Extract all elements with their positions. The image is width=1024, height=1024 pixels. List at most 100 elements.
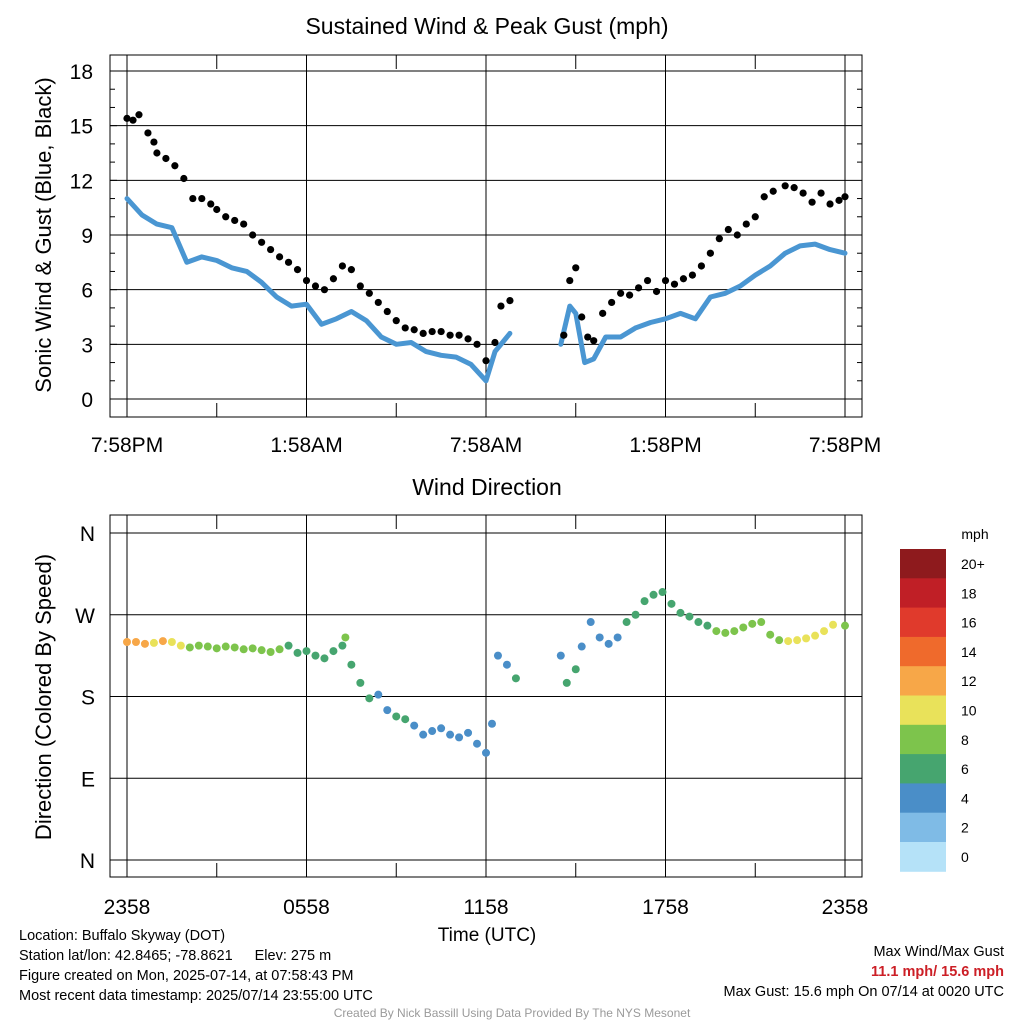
direction-point [820, 627, 829, 636]
gust-point [482, 357, 490, 365]
direction-point [293, 648, 302, 657]
colorbar-label: 12 [961, 673, 977, 689]
direction-point [428, 727, 437, 736]
gust-point [715, 235, 723, 243]
gust-point [506, 297, 514, 305]
footer-elev: Elev: 275 m [254, 948, 332, 964]
gust-point [365, 289, 373, 297]
direction-point [383, 706, 392, 715]
direction-point [149, 638, 158, 647]
colorbar-label: 4 [961, 790, 969, 806]
direction-point [757, 618, 766, 627]
gust-point [670, 280, 679, 288]
direction-point [140, 639, 149, 648]
direction-point [410, 721, 419, 730]
direction-point [595, 633, 604, 642]
gust-point [643, 276, 652, 285]
direction-point [284, 641, 293, 650]
gust-point [302, 276, 311, 285]
gust-point [617, 289, 625, 297]
gust-point [123, 114, 131, 122]
gust-point [356, 282, 364, 290]
footer-max-gust: Max Gust: 15.6 mph On 07/14 at 0020 UTC [723, 984, 1004, 1000]
footer-max-label: Max Wind/Max Gust [873, 944, 1004, 960]
gust-point [347, 266, 355, 274]
gust-point [817, 189, 825, 197]
direction-point [275, 645, 284, 654]
colorbar-swatch [900, 549, 946, 579]
gust-point [144, 129, 152, 137]
bottom-y-tick-label: E [81, 768, 95, 791]
bottom-y-tick-label: N [80, 523, 95, 546]
direction-point [176, 641, 185, 650]
direction-point [562, 678, 571, 687]
direction-point [203, 642, 212, 651]
direction-point [829, 620, 838, 629]
gust-point [679, 275, 688, 283]
gust-point [742, 220, 750, 228]
direction-point [239, 645, 248, 654]
bottom-x-tick-label: 1758 [642, 896, 689, 919]
top-chart-title: Sustained Wind & Peak Gust (mph) [305, 13, 668, 39]
gust-point [189, 194, 197, 203]
direction-point [266, 647, 275, 656]
colorbar-swatch [900, 812, 946, 843]
direction-point [766, 630, 775, 639]
direction-point [167, 638, 176, 646]
gust-point [437, 327, 445, 336]
direction-point [658, 588, 667, 597]
top-x-tick-label: 7:58PM [91, 434, 163, 457]
direction-point [392, 712, 401, 721]
direction-point [248, 644, 257, 653]
gust-point [572, 264, 580, 272]
colorbar-label: 16 [961, 615, 977, 631]
direction-point [437, 724, 446, 733]
gust-point [428, 327, 436, 336]
colorbar-swatch [900, 724, 946, 755]
top-y-tick-label: 9 [81, 225, 93, 248]
gust-point [724, 225, 732, 234]
direction-point [586, 618, 595, 627]
top-y-tick-label: 3 [81, 334, 93, 357]
colorbar-label: 18 [961, 585, 977, 601]
direction-point [667, 599, 676, 608]
gust-point [808, 198, 816, 206]
gust-point [213, 205, 221, 214]
direction-point [131, 638, 140, 646]
bottom-x-tick-label: 0558 [283, 896, 330, 919]
gust-point [733, 231, 741, 239]
colorbar-swatch [900, 666, 946, 696]
direction-point [703, 621, 712, 630]
bottom-chart-ylabel: Direction (Colored By Speed) [31, 554, 56, 840]
gust-point [446, 331, 454, 339]
gust-point [634, 284, 643, 292]
gust-point [198, 194, 206, 203]
gust-point [599, 309, 607, 317]
gust-point [497, 302, 505, 310]
colorbar-label: 0 [961, 849, 969, 865]
top-x-tick-label: 1:58PM [629, 434, 701, 457]
gust-point [129, 116, 137, 124]
gust-point [410, 326, 418, 334]
bottom-y-tick-label: N [80, 850, 95, 873]
top-y-tick-label: 0 [81, 389, 93, 412]
top-x-tick-label: 7:58AM [450, 434, 522, 457]
gust-point [374, 298, 382, 307]
gust-point [464, 335, 472, 343]
direction-point [257, 646, 266, 655]
direction-point [712, 627, 721, 636]
gust-point [652, 287, 661, 296]
gust-point [769, 187, 777, 195]
direction-point [622, 618, 631, 627]
sustained-wind-line [558, 241, 848, 366]
direction-point [320, 654, 329, 663]
top-x-tick-label: 7:58PM [809, 434, 881, 457]
gust-point [584, 333, 592, 341]
footer-credit: Created By Nick Bassill Using Data Provi… [333, 1006, 691, 1020]
colorbar-label: 2 [961, 820, 969, 836]
gust-point [473, 340, 481, 348]
colorbar-swatch [900, 578, 946, 609]
top-x-tick-label: 1:58AM [270, 434, 342, 457]
colorbar-title: mph [961, 526, 988, 542]
direction-point [793, 636, 802, 645]
